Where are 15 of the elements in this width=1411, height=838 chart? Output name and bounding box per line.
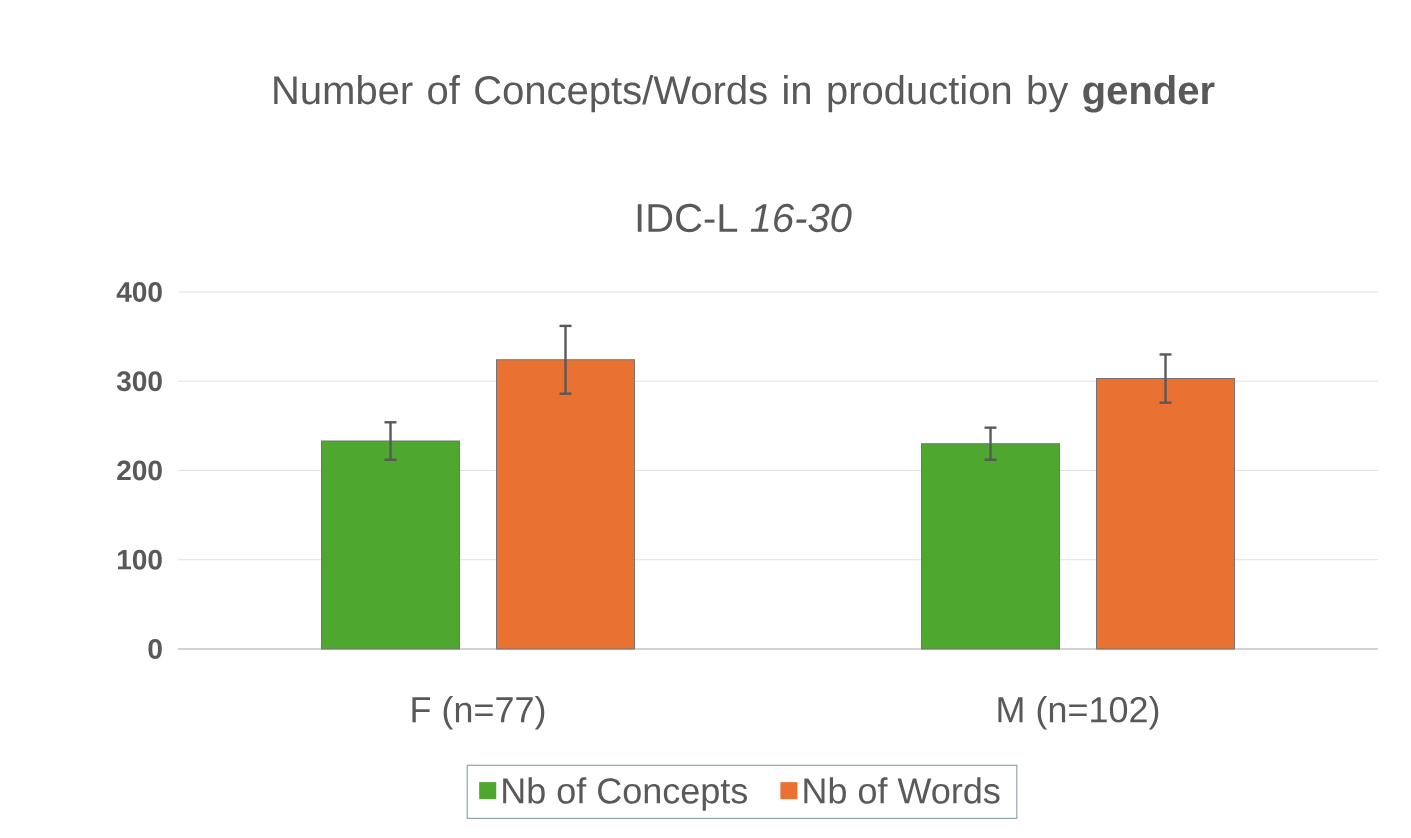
bar <box>321 440 461 650</box>
legend-label: Nb of Words <box>804 777 1000 804</box>
bar <box>921 443 1061 650</box>
y-tick-label: 100 <box>117 549 162 570</box>
legend-label: Nb of Concepts <box>503 777 748 811</box>
chart-subtitle: IDC-L 16-30 <box>637 203 852 233</box>
y-tick-label: 300 <box>116 371 162 392</box>
y-tick-label: 200 <box>117 460 162 481</box>
bar <box>1096 378 1236 650</box>
y-tick-label: 400 <box>116 282 162 302</box>
y-tick-label: 0 <box>148 639 162 659</box>
chart-title: Number of Concepts/Words in production by gender <box>274 75 1215 113</box>
bar <box>496 359 636 650</box>
x-tick-label: F (n=77) <box>412 696 545 730</box>
x-tick-label: M (n=102) <box>998 696 1159 730</box>
